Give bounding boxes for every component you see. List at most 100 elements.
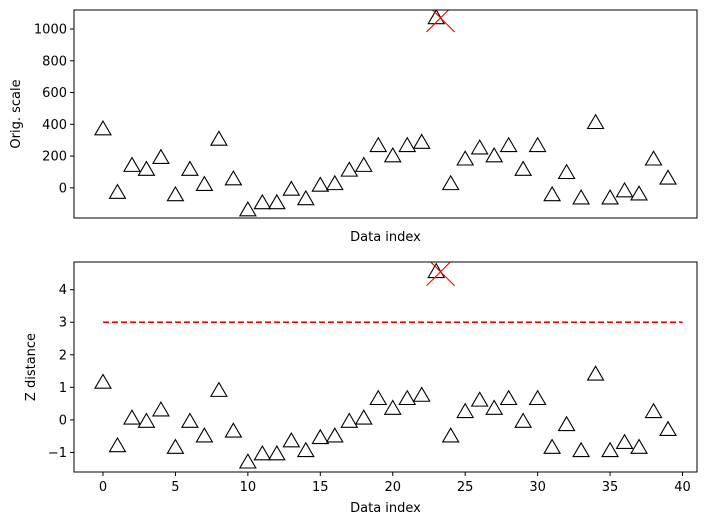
data-point-triangle	[94, 373, 112, 389]
data-point-triangle	[470, 391, 489, 407]
data-point-triangle	[398, 136, 417, 153]
x-tick-label: 5	[171, 480, 179, 495]
data-point-triangle	[601, 441, 620, 458]
x-tick-label: 40	[674, 480, 691, 495]
top-ylabel: Orig. scale	[9, 79, 24, 148]
data-point-triangle	[630, 185, 649, 201]
y-tick-label: 200	[42, 150, 67, 165]
top-panel: 0 200 400 600 800 1000 Data index Orig. scale	[9, 9, 698, 245]
data-point-triangle	[528, 136, 547, 153]
data-point-triangle	[383, 146, 402, 163]
data-point-triangle	[209, 130, 228, 146]
data-point-triangle	[369, 136, 388, 153]
data-point-triangle	[296, 441, 315, 458]
plot-marks	[94, 262, 683, 469]
outlier-x-marker	[426, 10, 450, 33]
data-point-triangle	[137, 160, 156, 176]
plot-marks	[94, 10, 677, 217]
data-point-triangle	[383, 399, 402, 415]
data-point-triangle	[659, 420, 677, 436]
data-point-triangle	[630, 438, 649, 454]
data-point-triangle	[514, 160, 533, 176]
data-point-triangle	[224, 422, 243, 438]
data-point-triangle	[282, 431, 301, 448]
x-tick-label: 20	[384, 480, 401, 495]
data-point-triangle	[470, 139, 489, 155]
data-point-triangle	[340, 412, 359, 428]
data-point-triangle	[514, 412, 533, 428]
top-xlabel: Data index	[350, 230, 421, 245]
x-tick-label: 30	[529, 480, 546, 495]
y-tick-label: 0	[59, 181, 67, 196]
data-point-triangle	[296, 189, 315, 206]
data-point-triangle	[412, 133, 431, 149]
data-point-triangle	[151, 401, 170, 417]
data-point-triangle	[253, 444, 272, 461]
data-point-triangle	[137, 412, 156, 428]
x-tick-label: 10	[240, 480, 257, 495]
data-point-triangle	[615, 433, 634, 450]
data-point-triangle	[253, 193, 272, 210]
data-point-triangle	[166, 185, 185, 202]
data-point-triangle	[456, 150, 475, 166]
y-tick-label: 4	[59, 283, 67, 298]
data-point-triangle	[485, 146, 504, 163]
y-tick-label: 800	[42, 54, 67, 69]
data-point-triangle	[180, 412, 199, 428]
data-point-triangle	[572, 189, 591, 205]
data-point-triangle	[644, 150, 663, 166]
data-point-triangle	[354, 409, 373, 425]
data-point-triangle	[485, 399, 504, 415]
data-point-triangle	[238, 453, 257, 469]
data-point-triangle	[601, 189, 620, 205]
data-point-triangle	[224, 170, 243, 186]
data-point-triangle	[354, 156, 373, 172]
y-tick-label: −1	[48, 446, 67, 461]
data-point-triangle	[311, 428, 330, 445]
data-point-triangle	[586, 365, 605, 381]
y-tick-label: 600	[42, 86, 67, 101]
data-point-triangle	[572, 441, 591, 458]
data-point-triangle	[340, 161, 359, 177]
data-point-triangle	[325, 174, 344, 191]
axes-frame	[73, 261, 698, 473]
data-point-triangle	[122, 156, 141, 172]
data-point-triangle	[151, 148, 170, 164]
data-point-triangle	[499, 136, 518, 153]
data-point-triangle	[108, 436, 127, 453]
axes-frame	[73, 9, 698, 219]
data-point-triangle	[108, 183, 127, 199]
data-point-triangle	[238, 200, 257, 217]
data-point-triangle	[267, 193, 286, 210]
data-point-triangle	[557, 415, 576, 432]
data-point-triangle	[557, 163, 576, 180]
y-tick-label: 400	[42, 118, 67, 133]
data-point-triangle	[122, 409, 141, 425]
data-point-triangle	[325, 427, 344, 443]
data-point-triangle	[456, 402, 475, 419]
x-tick-label: 35	[602, 480, 619, 495]
y-tick-label: 1	[59, 381, 67, 396]
data-point-triangle	[528, 389, 547, 406]
x-tick-label: 0	[99, 480, 107, 495]
data-point-triangle	[499, 389, 518, 406]
data-point-triangle	[441, 427, 460, 443]
data-point-triangle	[644, 402, 663, 419]
data-point-triangle	[586, 113, 605, 130]
data-point-triangle	[615, 181, 634, 198]
data-point-triangle	[180, 160, 199, 176]
data-point-triangle	[369, 389, 388, 406]
y-tick-label: 1000	[34, 23, 67, 38]
data-point-triangle	[543, 185, 562, 202]
data-point-triangle	[94, 119, 112, 136]
data-point-triangle	[282, 180, 301, 196]
data-point-triangle	[543, 438, 562, 454]
data-point-triangle	[398, 389, 417, 406]
data-point-triangle	[166, 438, 185, 454]
y-tick-label: 0	[59, 413, 67, 428]
x-tick-label: 15	[312, 480, 329, 495]
bottom-xlabel: Data index	[350, 501, 421, 516]
data-point-triangle	[195, 175, 214, 191]
